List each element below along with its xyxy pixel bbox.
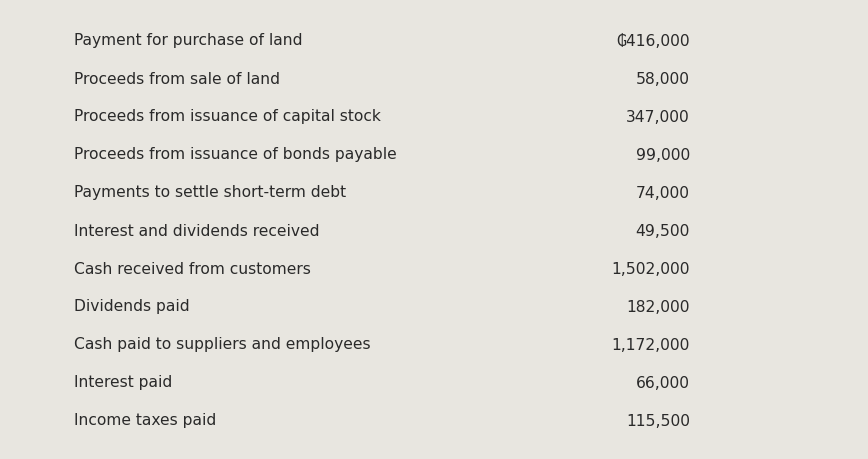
Text: Proceeds from issuance of capital stock: Proceeds from issuance of capital stock <box>74 109 381 124</box>
Text: Cash paid to suppliers and employees: Cash paid to suppliers and employees <box>74 337 371 352</box>
Text: Proceeds from issuance of bonds payable: Proceeds from issuance of bonds payable <box>74 147 397 162</box>
Text: 49,500: 49,500 <box>635 223 690 238</box>
Text: 1,502,000: 1,502,000 <box>612 261 690 276</box>
Text: 58,000: 58,000 <box>636 71 690 86</box>
Text: Interest paid: Interest paid <box>74 375 172 390</box>
Text: Dividends paid: Dividends paid <box>74 299 189 314</box>
Text: 347,000: 347,000 <box>627 109 690 124</box>
Text: 115,500: 115,500 <box>626 413 690 428</box>
Text: 66,000: 66,000 <box>636 375 690 390</box>
Text: Cash received from customers: Cash received from customers <box>74 261 311 276</box>
Text: ₲416,000: ₲416,000 <box>616 34 690 48</box>
Text: Income taxes paid: Income taxes paid <box>74 413 216 428</box>
Text: 182,000: 182,000 <box>627 299 690 314</box>
Text: Proceeds from sale of land: Proceeds from sale of land <box>74 71 279 86</box>
Text: 1,172,000: 1,172,000 <box>612 337 690 352</box>
Text: 99,000: 99,000 <box>635 147 690 162</box>
Text: 74,000: 74,000 <box>636 185 690 200</box>
Text: Payments to settle short-term debt: Payments to settle short-term debt <box>74 185 346 200</box>
Text: Payment for purchase of land: Payment for purchase of land <box>74 34 302 48</box>
Text: Interest and dividends received: Interest and dividends received <box>74 223 319 238</box>
